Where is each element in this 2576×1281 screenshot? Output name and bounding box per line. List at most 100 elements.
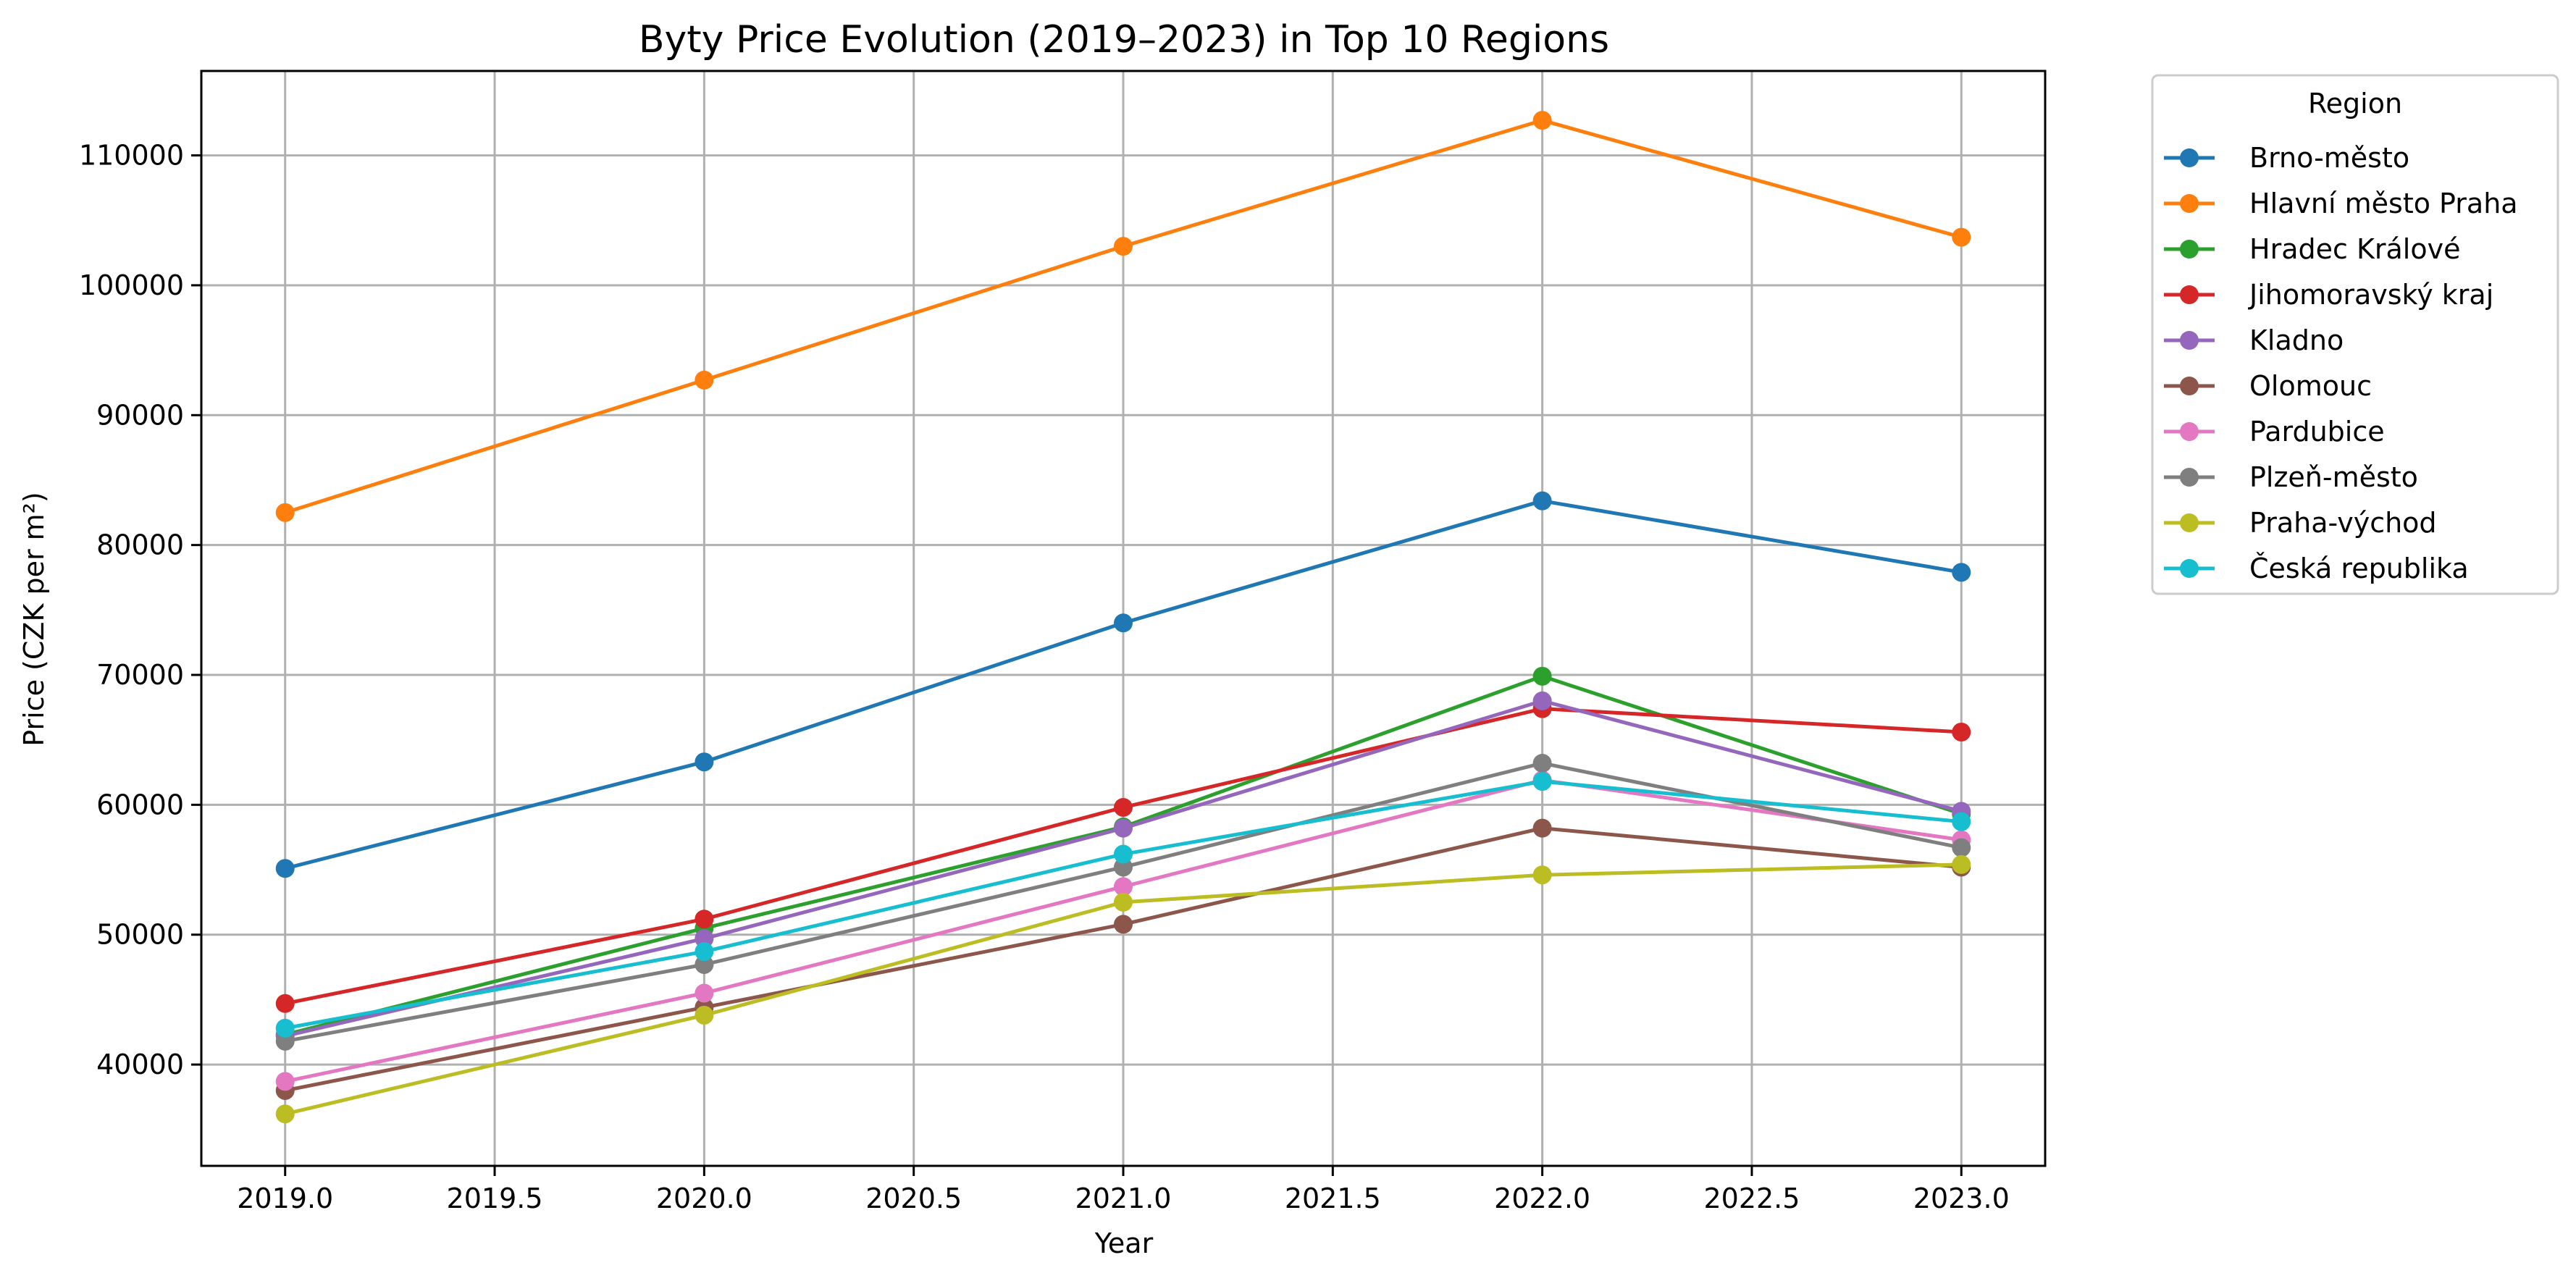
legend-entry: Kladno xyxy=(2164,324,2344,356)
legend-box xyxy=(2151,74,2559,595)
legend-label: Olomouc xyxy=(2249,370,2372,402)
legend-marker xyxy=(2180,148,2199,167)
y-tick-label: 40000 xyxy=(96,1049,184,1080)
y-tick-label: 60000 xyxy=(96,789,184,820)
y-tick-label: 100000 xyxy=(79,269,184,301)
data-point xyxy=(695,983,714,1003)
legend-marker xyxy=(2180,194,2199,213)
x-tick-label: 2022.5 xyxy=(1703,1183,1800,1214)
data-point xyxy=(1532,818,1552,838)
series-7 xyxy=(275,753,1971,1051)
x-axis-label: Year xyxy=(1094,1227,1154,1259)
data-point xyxy=(1532,491,1552,511)
x-tick-label: 2021.5 xyxy=(1285,1183,1381,1214)
x-tick-label: 2023.0 xyxy=(1913,1183,2010,1214)
legend-marker xyxy=(2180,559,2199,578)
data-point xyxy=(1532,772,1552,791)
chart-title: Byty Price Evolution (2019–2023) in Top … xyxy=(639,18,1609,62)
y-tick-label: 110000 xyxy=(79,140,184,172)
legend-entry: Hradec Králové xyxy=(2164,233,2460,265)
data-point xyxy=(275,859,295,878)
legend-marker xyxy=(2180,240,2199,259)
data-point xyxy=(1952,722,1971,742)
y-tick-label: 70000 xyxy=(96,659,184,691)
data-point xyxy=(1114,844,1133,864)
data-point xyxy=(275,503,295,522)
data-point xyxy=(275,1031,295,1051)
data-point xyxy=(1952,812,1971,831)
legend-label: Hlavní město Praha xyxy=(2249,188,2518,219)
legend-entries: Brno-město Hlavní město Praha Hradec Králo… xyxy=(2164,142,2518,584)
data-point xyxy=(1114,613,1133,633)
legend-entry: Jihomoravský kraj xyxy=(2164,279,2493,311)
data-point xyxy=(1532,865,1552,885)
y-tick-label: 50000 xyxy=(96,919,184,951)
legend-entry: Česká republika xyxy=(2164,553,2469,584)
data-point xyxy=(695,752,714,772)
data-point xyxy=(1952,854,1971,874)
series-9 xyxy=(275,772,1971,1038)
data-point xyxy=(1114,797,1133,817)
data-point xyxy=(1532,753,1552,773)
data-point xyxy=(275,1072,295,1091)
series-3 xyxy=(275,699,1971,1013)
data-point xyxy=(275,1018,295,1038)
data-point xyxy=(695,370,714,390)
x-tick-label: 2020.5 xyxy=(865,1183,962,1214)
legend-title: Region xyxy=(2308,88,2402,119)
series-layer xyxy=(275,111,1971,1124)
data-point xyxy=(1532,666,1552,686)
data-point xyxy=(1952,563,1971,582)
data-point xyxy=(1114,857,1133,877)
legend-label: Kladno xyxy=(2249,324,2344,356)
legend-marker xyxy=(2180,422,2199,441)
data-point xyxy=(1114,877,1133,896)
data-point xyxy=(695,1005,714,1025)
legend-entry: Praha-východ xyxy=(2164,507,2437,539)
series-1 xyxy=(275,111,1971,522)
legend-entry: Brno-město xyxy=(2164,142,2409,174)
data-point xyxy=(695,942,714,962)
x-tick-label: 2022.0 xyxy=(1494,1183,1590,1214)
data-point xyxy=(695,954,714,974)
y-tick-label: 80000 xyxy=(96,529,184,561)
x-tick-label: 2019.0 xyxy=(237,1183,333,1214)
legend-entry: Plzeň-město xyxy=(2164,461,2418,493)
axis-ticks: 2019.0 2019.5 2020.0 2020.5 2021.0 2021.5 2022… xyxy=(79,140,2010,1214)
legend-entry: Olomouc xyxy=(2164,370,2372,402)
data-point xyxy=(275,1104,295,1124)
legend-label: Plzeň-město xyxy=(2249,461,2418,493)
legend-label: Jihomoravský kraj xyxy=(2248,279,2493,311)
legend: Region Brno-město Hlavní město Praha Hrade… xyxy=(2151,74,2559,595)
legend-marker xyxy=(2180,331,2199,350)
data-point xyxy=(1532,691,1552,710)
x-tick-label: 2020.0 xyxy=(656,1183,752,1214)
y-tick-label: 90000 xyxy=(96,399,184,431)
x-tick-label: 2021.0 xyxy=(1075,1183,1172,1214)
legend-marker xyxy=(2180,468,2199,487)
legend-entry: Hlavní město Praha xyxy=(2164,188,2518,219)
data-point xyxy=(1114,892,1133,912)
grid-lines xyxy=(201,71,2045,1166)
legend-marker xyxy=(2180,285,2199,304)
legend-label: Hradec Králové xyxy=(2249,233,2460,265)
y-axis-label: Price (CZK per m²) xyxy=(18,492,50,746)
legend-entry: Pardubice xyxy=(2164,416,2385,448)
data-point xyxy=(1114,237,1133,256)
legend-marker xyxy=(2180,513,2199,532)
data-point xyxy=(1952,838,1971,857)
series-0 xyxy=(275,491,1971,878)
legend-label: Praha-východ xyxy=(2249,507,2437,539)
data-point xyxy=(695,910,714,929)
data-point xyxy=(1114,818,1133,838)
series-8 xyxy=(275,854,1971,1124)
legend-label: Česká republika xyxy=(2249,553,2469,584)
data-point xyxy=(275,994,295,1013)
legend-marker xyxy=(2180,377,2199,395)
data-point xyxy=(695,929,714,949)
legend-label: Brno-město xyxy=(2249,142,2409,174)
data-point xyxy=(1114,915,1133,934)
legend-label: Pardubice xyxy=(2249,416,2385,448)
